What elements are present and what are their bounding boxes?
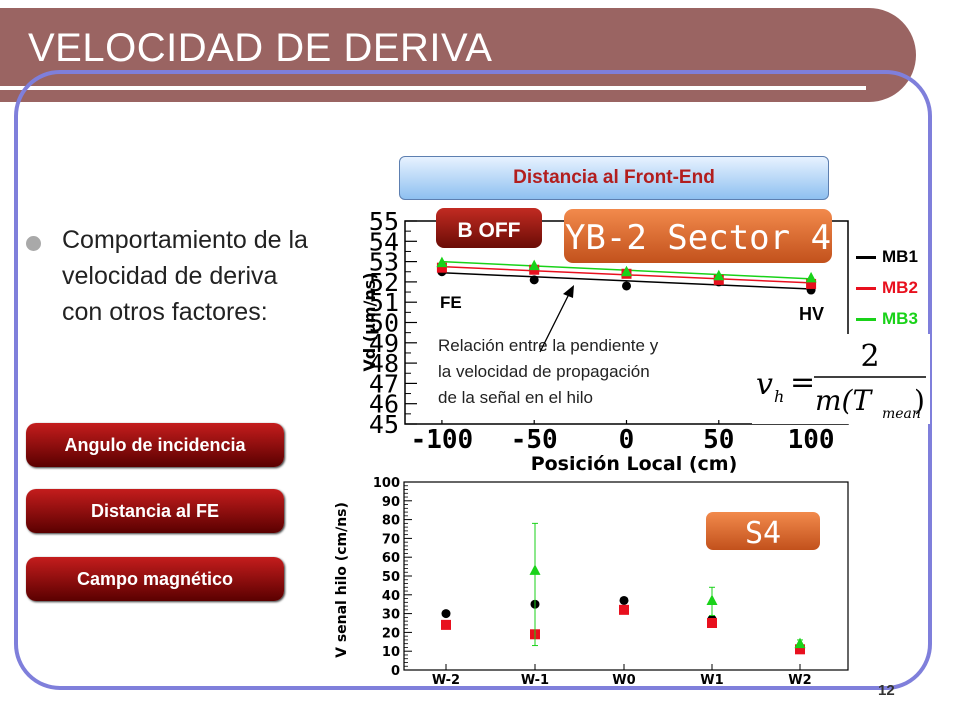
- b-off-badge: [436, 208, 542, 248]
- legend-mb2-swatch: [856, 287, 876, 291]
- chart1-point-mb2: [806, 278, 817, 289]
- sector-badge-label: YB-2 Sector 4: [565, 218, 831, 258]
- chart1-y-tick-label: 53: [369, 248, 399, 277]
- chart2-y-tick-label: 90: [382, 495, 400, 510]
- chart2-x-tick-label: W1: [700, 673, 723, 688]
- chart2-point-mb1: [619, 595, 629, 605]
- annotation-arrow-head: [563, 285, 574, 298]
- fe-label: FE: [440, 293, 462, 312]
- formula-subscript-h: h: [774, 387, 784, 406]
- chart2-point-mb3: [706, 594, 718, 605]
- chart2-y-tick-label: 50: [382, 570, 400, 585]
- chart2-y-tick-label: 20: [382, 626, 400, 641]
- annotation-line: de la señal en el hilo: [438, 388, 593, 407]
- chart2-y-tick-label: 60: [382, 551, 400, 566]
- legend-mb3-swatch: [856, 318, 876, 322]
- annotation-background: [432, 328, 750, 420]
- formula-background: [752, 334, 930, 424]
- chart2-point-mb3: [529, 564, 541, 575]
- page-number: 12: [878, 682, 895, 699]
- chart2-x-tick-label: W0: [612, 673, 635, 688]
- incidence-angle-button[interactable]: Angulo de incidencia: [26, 423, 284, 467]
- chart2-y-tick-label: 40: [382, 589, 400, 604]
- annotation-line: Relación entre la pendiente y: [438, 336, 659, 355]
- chart1-y-tick-label: 51: [369, 288, 399, 317]
- chart1-fit-line-mb1: [441, 272, 812, 290]
- legend-mb3: MB3: [856, 309, 918, 329]
- chart1-y-tick-label: 45: [369, 410, 399, 439]
- chart1-point-mb3: [621, 265, 632, 277]
- chart1-point-mb3: [805, 271, 817, 283]
- formula-close-paren: ): [914, 384, 925, 417]
- chart1-y-tick-label: 46: [369, 390, 399, 419]
- chart2-y-tick-label: 10: [382, 645, 400, 660]
- formula-denominator: m(T: [815, 384, 873, 417]
- chart1-x-tick-label: 0: [619, 425, 635, 455]
- legend-mb2: MB2: [856, 278, 918, 298]
- chart1-y-tick-label: 54: [369, 227, 399, 256]
- formula-subscript-mean: mean: [882, 406, 921, 422]
- chart2-y-tick-label: 30: [382, 608, 400, 623]
- fe-distance-button[interactable]: Distancia al FE: [26, 489, 284, 533]
- bullet-text: Comportamiento de la velocidad de deriva…: [62, 226, 308, 326]
- formula-numerator: 2: [860, 339, 879, 374]
- slide-title: VELOCIDAD DE DERIVA: [28, 26, 493, 70]
- chart1-y-tick-label: 52: [369, 268, 399, 297]
- chart1-y-tick-label: 47: [369, 369, 399, 398]
- chart2-plot-frame: [403, 481, 849, 671]
- chart1-point-mb3: [528, 259, 540, 271]
- chart1-y-tick-label: 55: [369, 207, 399, 236]
- s4-badge: [706, 512, 820, 550]
- chart1-x-tick-label: 50: [703, 425, 734, 455]
- chart1-x-tick-label: 100: [788, 425, 835, 455]
- chart2-x-tick-label: W2: [788, 673, 811, 688]
- legend-mb3-label: MB3: [882, 309, 918, 328]
- legend-mb1-swatch: [856, 256, 876, 260]
- annotation-line: la velocidad de propagación: [438, 362, 650, 381]
- magnetic-field-button[interactable]: Campo magnético: [26, 557, 284, 601]
- chart1-x-tick-label: -100: [411, 425, 474, 455]
- sector-badge: [564, 209, 832, 263]
- formula-equals: =: [790, 365, 815, 400]
- chart2-point-mb3: [794, 637, 806, 649]
- chart2-y-tick-label: 100: [373, 476, 400, 491]
- b-off-badge-label: B OFF: [458, 219, 521, 242]
- bullet-dot-icon: [26, 236, 41, 251]
- chart2-y-axis-label: V senal hilo (cm/ns): [334, 502, 350, 658]
- formula-v: v: [756, 367, 773, 402]
- chart2-point-mb1: [441, 609, 451, 619]
- chart2-point-mb2: [619, 604, 629, 615]
- chart2-x-tick-label: W-1: [521, 673, 549, 688]
- chart1-y-tick-label: 50: [369, 309, 399, 338]
- chart2-point-mb2: [795, 644, 805, 655]
- chart1-y-axis-label: Vd (μm/ns): [360, 272, 379, 371]
- legend-mb1: MB1: [856, 247, 918, 267]
- title-underline: [0, 86, 866, 90]
- chart2-y-tick-label: 70: [382, 532, 400, 547]
- chart1-point-mb3: [713, 269, 725, 281]
- annotation-arrow-line: [539, 291, 571, 353]
- hv-label: HV: [799, 304, 824, 324]
- chart2-y-tick-label: 0: [391, 664, 400, 679]
- chart1-point-mb3: [436, 256, 448, 268]
- chart1-y-tick-label: 48: [369, 349, 399, 378]
- chart1-x-tick-label: -50: [511, 425, 558, 455]
- chart1-point-mb2: [436, 262, 447, 273]
- chart1-x-axis-label: Posición Local (cm): [531, 453, 738, 475]
- chart2-point-mb2: [441, 619, 451, 630]
- chart2-x-tick-label: W-2: [432, 673, 460, 688]
- front-end-distance-pill[interactable]: Distancia al Front-End: [399, 156, 829, 200]
- s4-badge-label: S4: [745, 516, 781, 551]
- legend-mb1-label: MB1: [882, 247, 918, 266]
- chart2-point-mb2: [707, 618, 717, 628]
- chart1-point-mb1: [529, 275, 539, 285]
- chart1-point-mb1: [622, 281, 631, 291]
- chart1-y-tick-label: 49: [369, 329, 399, 358]
- legend-mb2-label: MB2: [882, 278, 918, 297]
- chart2-y-tick-label: 80: [382, 514, 400, 529]
